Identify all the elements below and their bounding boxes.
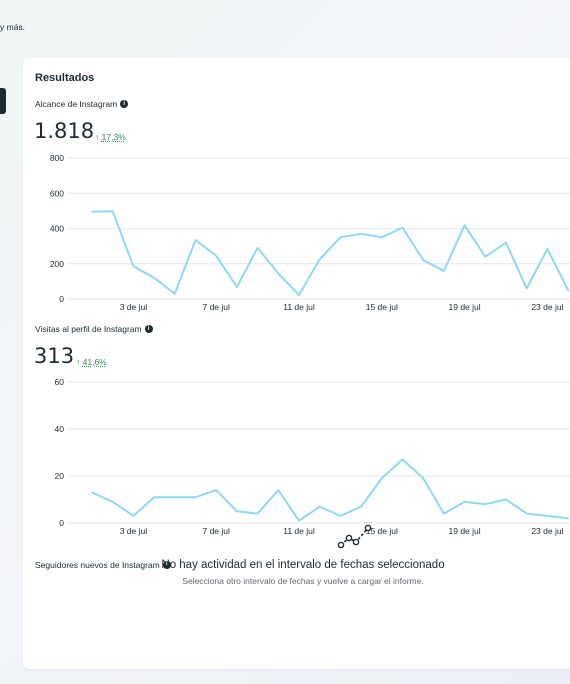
reach-label-row: Alcance de Instagram i bbox=[35, 99, 129, 109]
data-point[interactable] bbox=[255, 511, 260, 516]
intro-text: y más. bbox=[0, 22, 26, 32]
y-tick-label: 60 bbox=[55, 377, 65, 387]
data-point[interactable] bbox=[566, 516, 570, 521]
new-followers-label-row: Seguidores nuevos de Instagram i bbox=[35, 560, 171, 570]
results-title: Resultados bbox=[35, 72, 95, 84]
y-tick-label: 800 bbox=[50, 153, 64, 163]
left-panel-tab[interactable] bbox=[0, 88, 6, 114]
x-tick-label: 3 de jul bbox=[120, 302, 148, 312]
empty-state-subtitle: Selecciona otro intervalo de fechas y vu… bbox=[182, 576, 424, 586]
profile-visits-chart: 0 20 40 60 3 de jul 7 de jul 11 de jul 15 de ju… bbox=[55, 377, 570, 536]
info-icon[interactable]: i bbox=[144, 325, 153, 333]
profile-visits-delta-percent[interactable]: 41,6% bbox=[82, 357, 107, 367]
x-tick-label: 23 de jul bbox=[531, 302, 563, 312]
data-point[interactable] bbox=[152, 495, 157, 500]
data-point[interactable] bbox=[421, 258, 426, 263]
x-tick-label: 23 de jul bbox=[531, 526, 563, 536]
reach-delta-percent[interactable]: 17,3% bbox=[101, 132, 126, 142]
data-point[interactable] bbox=[359, 231, 364, 236]
y-tick-label: 600 bbox=[50, 188, 64, 198]
x-tick-label: 7 de jul bbox=[202, 302, 230, 312]
data-point[interactable] bbox=[483, 254, 488, 259]
data-point[interactable] bbox=[234, 509, 239, 514]
data-point[interactable] bbox=[193, 237, 198, 242]
series-line[interactable] bbox=[91, 458, 570, 522]
data-point[interactable] bbox=[524, 511, 529, 516]
x-tick-label: 15 de jul bbox=[366, 526, 398, 536]
data-point[interactable] bbox=[131, 264, 136, 269]
data-point[interactable] bbox=[172, 495, 177, 500]
data-point[interactable] bbox=[214, 253, 219, 258]
data-point[interactable] bbox=[441, 511, 446, 516]
reach-label: Alcance de Instagram bbox=[35, 99, 118, 109]
y-tick-label: 400 bbox=[50, 224, 64, 234]
data-point[interactable] bbox=[421, 476, 426, 481]
data-point[interactable] bbox=[214, 488, 219, 493]
data-point[interactable] bbox=[110, 209, 115, 214]
y-tick-label: 40 bbox=[55, 424, 65, 434]
data-point[interactable] bbox=[359, 504, 364, 509]
x-tick-label: 11 de jul bbox=[283, 526, 315, 536]
profile-visits-value: 313 bbox=[34, 344, 75, 368]
data-point[interactable] bbox=[483, 502, 488, 507]
y-tick-label: 20 bbox=[55, 471, 65, 481]
series-line[interactable] bbox=[91, 210, 570, 297]
profile-visits-label-row: Visitas al perfil de Instagram i bbox=[35, 324, 153, 334]
data-point[interactable] bbox=[297, 518, 302, 523]
profile-visits-delta: ↑ 41,6% bbox=[76, 357, 107, 367]
data-point[interactable] bbox=[462, 499, 467, 504]
chart-line-icon bbox=[337, 524, 372, 549]
data-point[interactable] bbox=[462, 223, 467, 228]
data-point[interactable] bbox=[131, 513, 136, 518]
data-point[interactable] bbox=[545, 513, 550, 518]
reach-delta: ↑ 17,3% bbox=[95, 132, 126, 142]
y-tick-label: 200 bbox=[50, 259, 64, 269]
y-tick-label: 0 bbox=[59, 294, 64, 304]
data-point[interactable] bbox=[276, 488, 281, 493]
data-point[interactable] bbox=[400, 457, 405, 462]
data-point[interactable] bbox=[297, 293, 302, 298]
x-tick-label: 19 de jul bbox=[449, 526, 481, 536]
data-point[interactable] bbox=[524, 286, 529, 291]
x-tick-label: 15 de jul bbox=[366, 302, 398, 312]
data-point[interactable] bbox=[504, 497, 509, 502]
data-point[interactable] bbox=[234, 285, 239, 290]
data-point[interactable] bbox=[110, 499, 115, 504]
info-icon[interactable]: i bbox=[162, 561, 171, 569]
data-point[interactable] bbox=[379, 235, 384, 240]
data-point[interactable] bbox=[400, 225, 405, 230]
reach-chart: 0 200 400 600 800 3 de jul 7 de jul 11 de jul 15… bbox=[50, 153, 570, 312]
data-point[interactable] bbox=[317, 504, 322, 509]
results-card: Resultados Alcance de Instagram i 1.818 … bbox=[23, 58, 570, 669]
data-point[interactable] bbox=[317, 257, 322, 262]
data-point[interactable] bbox=[90, 209, 95, 214]
data-point[interactable] bbox=[545, 246, 550, 251]
x-tick-label: 11 de jul bbox=[283, 302, 315, 312]
profile-visits-label: Visitas al perfil de Instagram bbox=[35, 324, 142, 334]
empty-state-title: No hay actividad en el intervalo de fech… bbox=[161, 559, 445, 571]
data-point[interactable] bbox=[276, 271, 281, 276]
data-point[interactable] bbox=[90, 490, 95, 495]
info-icon[interactable]: i bbox=[120, 100, 129, 108]
data-point[interactable] bbox=[193, 495, 198, 500]
arrow-up-icon: ↑ bbox=[76, 357, 81, 367]
data-point[interactable] bbox=[152, 275, 157, 280]
data-point[interactable] bbox=[379, 476, 384, 481]
x-tick-label: 7 de jul bbox=[202, 526, 230, 536]
data-point[interactable] bbox=[172, 291, 177, 296]
data-point[interactable] bbox=[338, 513, 343, 518]
data-point[interactable] bbox=[504, 240, 509, 245]
x-tick-label: 19 de jul bbox=[449, 302, 481, 312]
reach-value: 1.818 bbox=[34, 119, 95, 143]
y-tick-label: 0 bbox=[59, 518, 64, 528]
data-point[interactable] bbox=[441, 268, 446, 273]
new-followers-label: Seguidores nuevos de Instagram bbox=[35, 560, 160, 570]
data-point[interactable] bbox=[255, 245, 260, 250]
data-point[interactable] bbox=[338, 235, 343, 240]
arrow-up-icon: ↑ bbox=[95, 132, 100, 142]
x-tick-label: 3 de jul bbox=[120, 526, 148, 536]
